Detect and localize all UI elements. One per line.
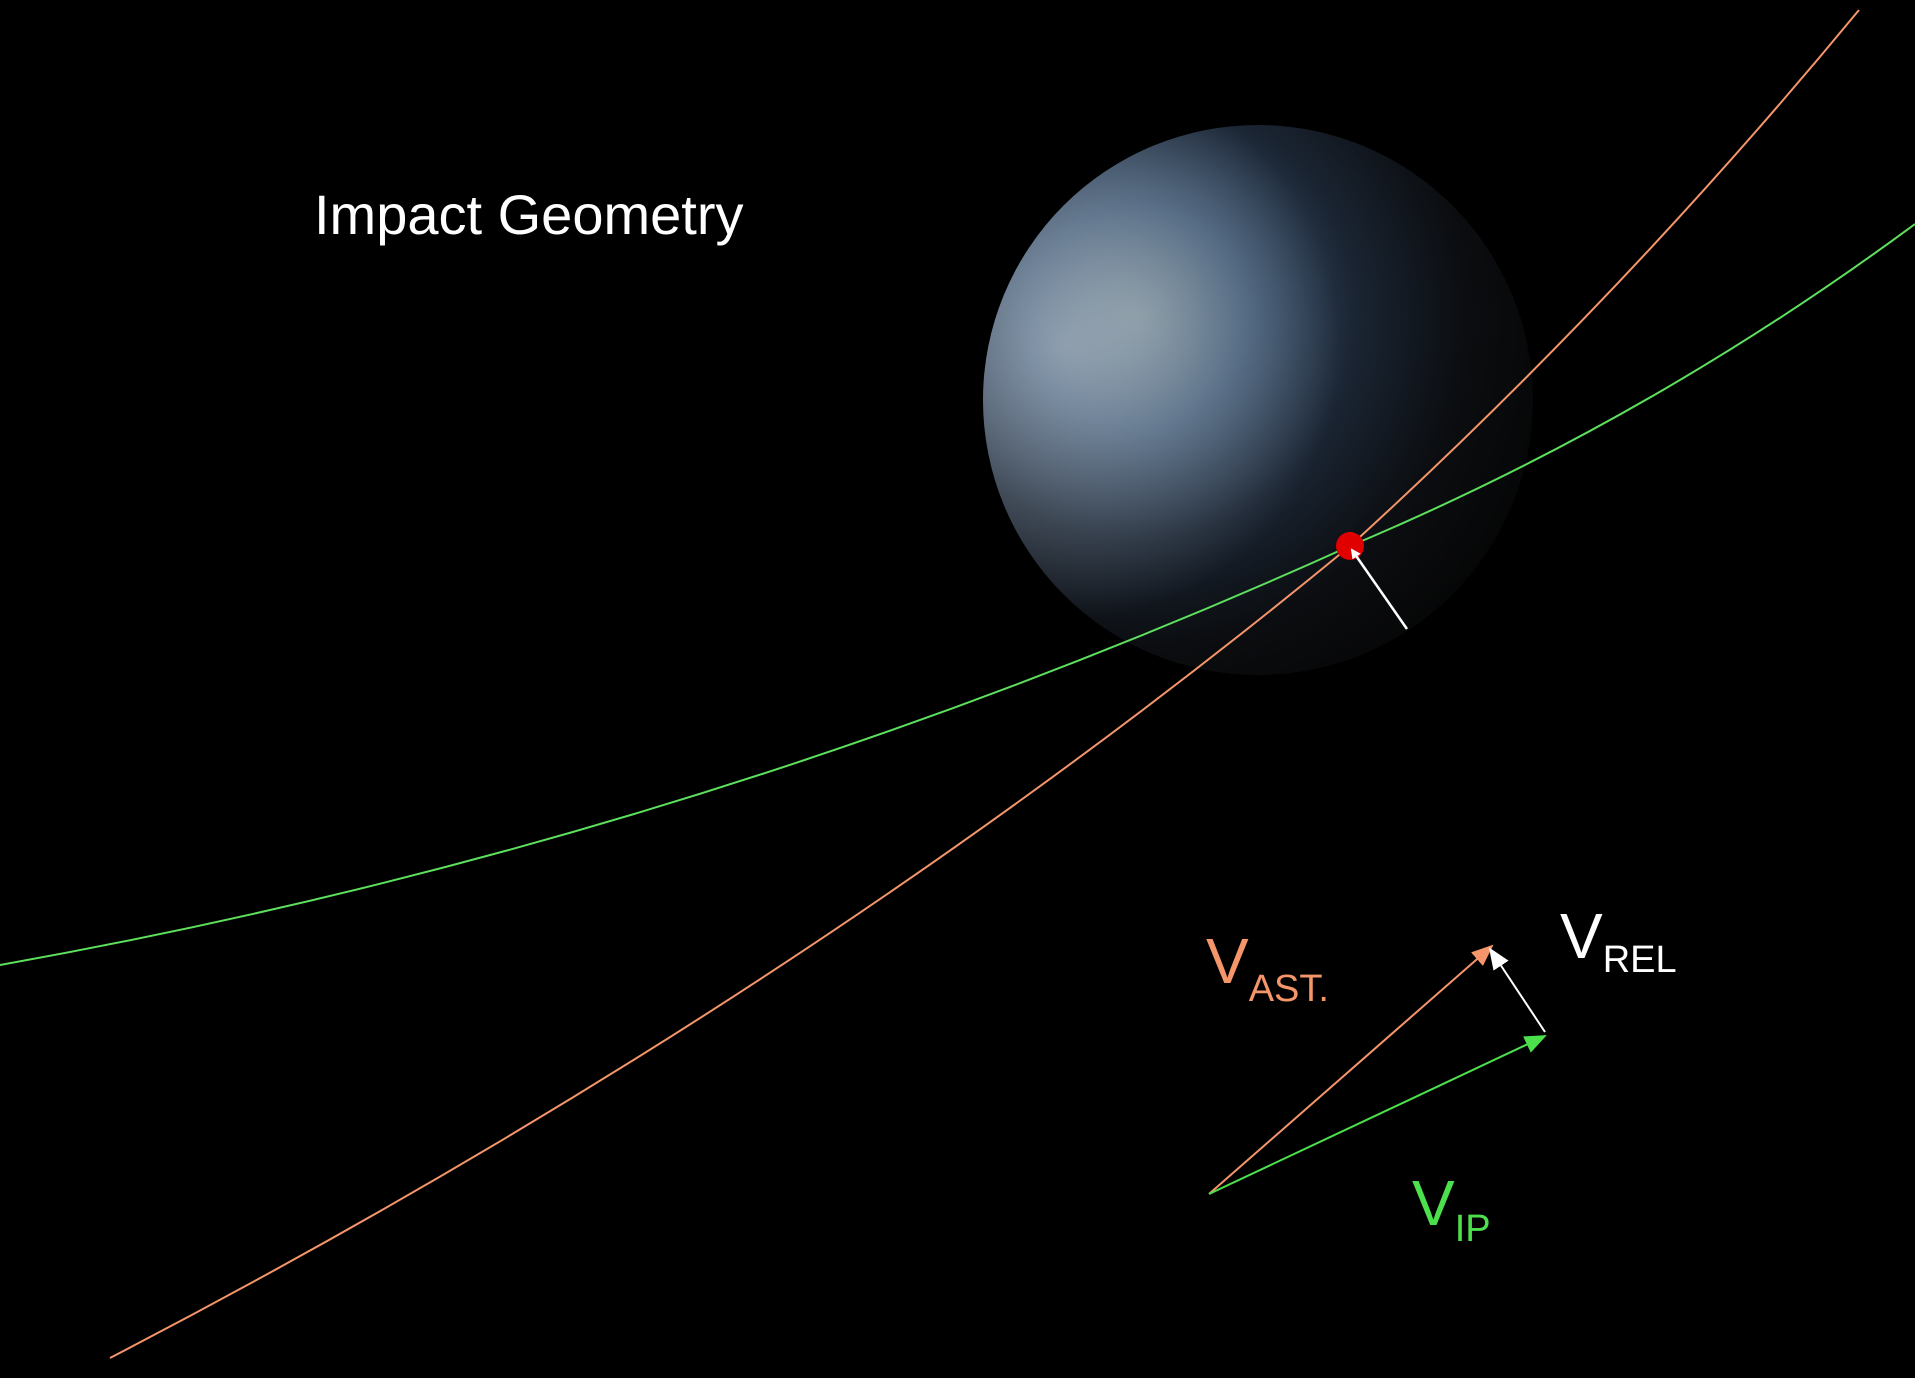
- title: Impact Geometry: [314, 183, 743, 246]
- label-main: V: [1206, 925, 1249, 997]
- label-sub: IP: [1455, 1208, 1491, 1250]
- earth-clouds: [983, 125, 1533, 675]
- label-main: V: [1560, 900, 1603, 972]
- impact-point: [1336, 532, 1364, 560]
- page: Impact Geometry VAST. VREL VIP (() => { …: [0, 0, 1915, 1378]
- label-main: V: [1412, 1167, 1455, 1239]
- label-sub: REL: [1603, 939, 1677, 981]
- label-sub: AST.: [1249, 968, 1329, 1010]
- earth: [983, 125, 1533, 675]
- scene: Impact Geometry VAST. VREL VIP: [0, 0, 1915, 1378]
- background: [0, 0, 1915, 1378]
